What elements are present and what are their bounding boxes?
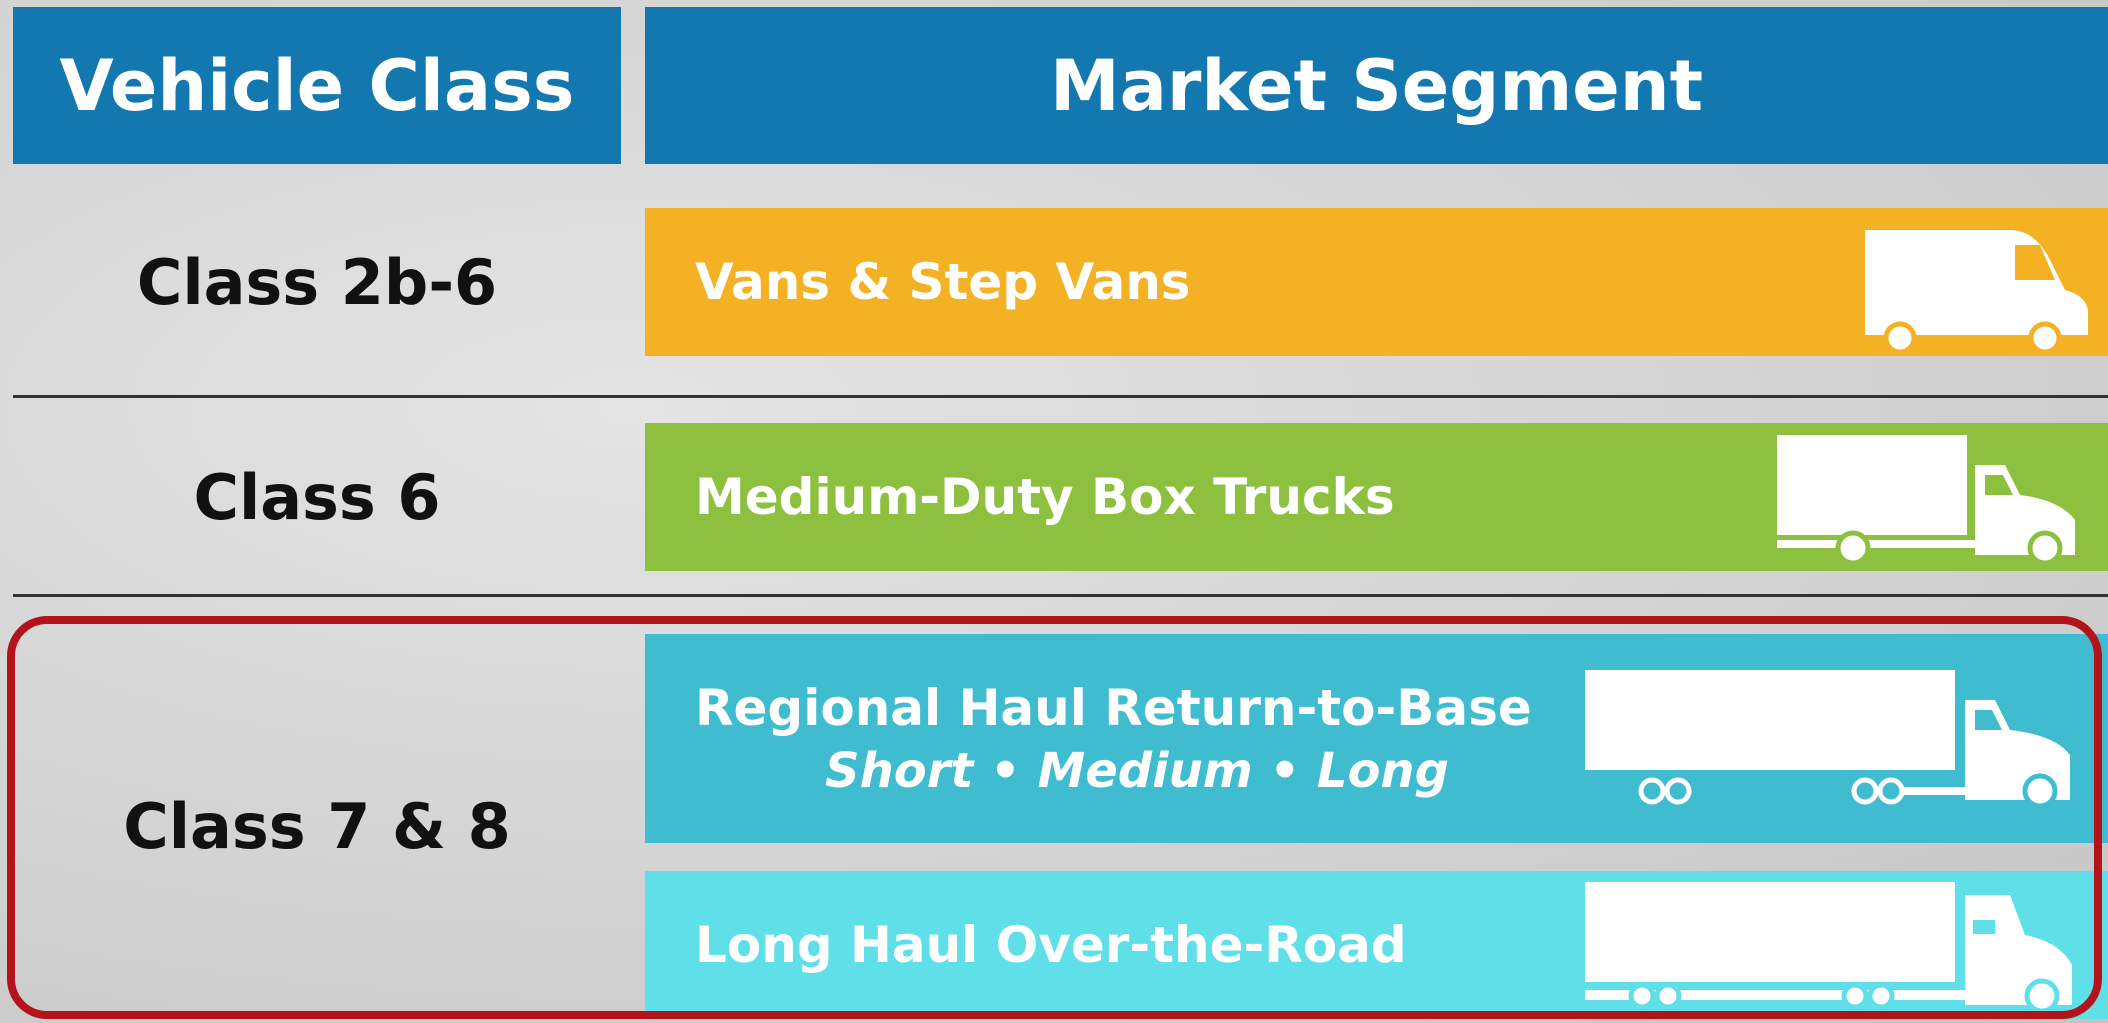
header-market-segment: Market Segment: [645, 7, 2108, 164]
box-truck-icon: [1777, 435, 2075, 566]
regional-truck-icon: [1585, 670, 2070, 809]
segment-label: Regional Haul Return-to-Base: [695, 678, 1532, 737]
row-divider: [13, 395, 2108, 398]
segment-label: Long Haul Over-the-Road: [695, 916, 1407, 974]
row-divider: [13, 594, 2108, 597]
vehicle-class: Class 2b-6: [136, 245, 498, 319]
header-vehicle-class: Vehicle Class: [13, 7, 621, 164]
segment-label: Vans & Step Vans: [695, 253, 1191, 311]
vehicle-class: Class 7 & 8: [123, 790, 511, 863]
van-icon: [1865, 230, 2088, 355]
highlight-frame: [7, 616, 2102, 1019]
segment-bar: Vans & Step Vans: [645, 208, 2108, 356]
segment-label: Medium-Duty Box Trucks: [695, 468, 1395, 526]
long-haul-truck-icon: [1585, 882, 2072, 1014]
segment-subtitle: Short • Medium • Long: [825, 742, 1449, 799]
vehicle-class: Class 6: [193, 460, 441, 534]
